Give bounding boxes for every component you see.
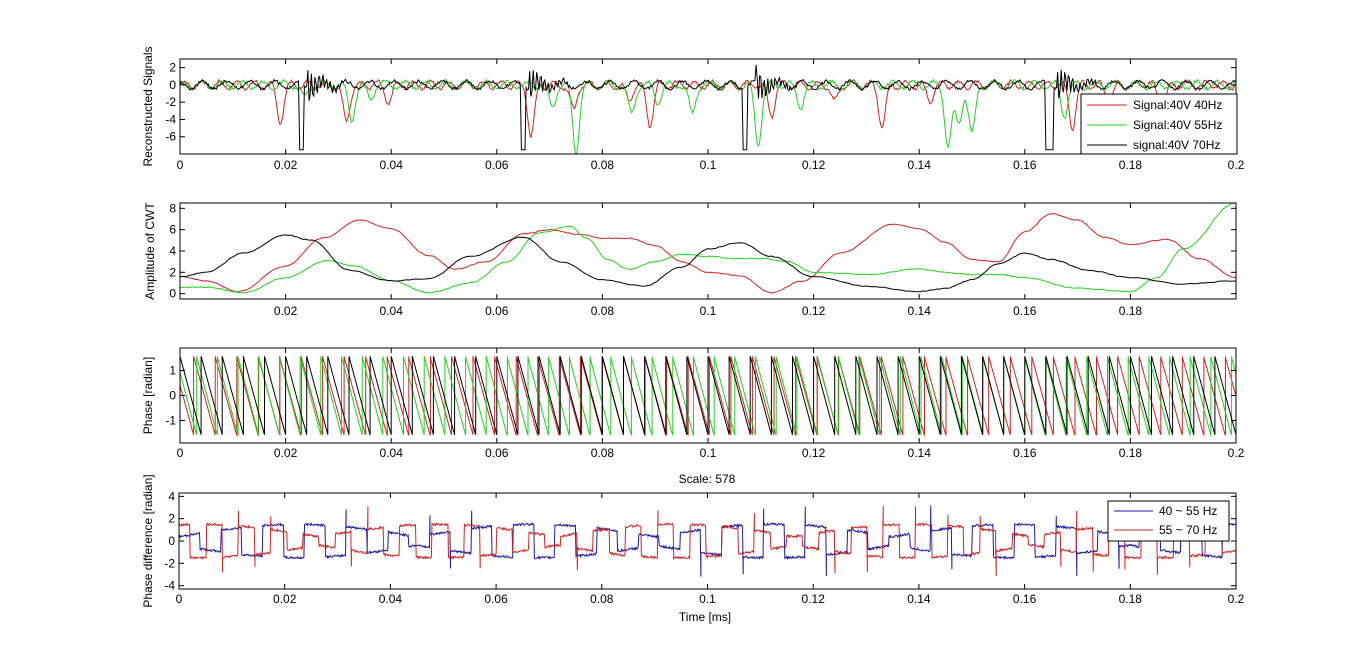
y-tick-label: 1	[169, 364, 176, 378]
x-tick-label: 0	[177, 158, 184, 172]
series-line-40v-70hz	[180, 234, 1236, 293]
legend-label-40-55: 40 ~ 55 Hz	[1159, 504, 1217, 518]
x-tick-label: 0.02	[274, 446, 298, 460]
x-tick-label: 0.12	[802, 446, 826, 460]
series-line-40v-40hz	[180, 213, 1236, 294]
x-tick-label: 0.14	[908, 304, 932, 318]
x-tick-label: 0.12	[802, 158, 826, 172]
x-tick-label: 0.06	[485, 446, 509, 460]
x-tick-label: 0.08	[590, 592, 614, 606]
x-tick-label: 0.08	[591, 158, 615, 172]
plot-area	[179, 505, 1236, 577]
x-tick-label: 0.2	[1228, 446, 1245, 460]
x-tick-label: 0.16	[1013, 592, 1037, 606]
x-tick-label: 0.14	[908, 158, 932, 172]
x-tick-label: 0.08	[591, 446, 615, 460]
x-tick-label: 0.1	[700, 446, 717, 460]
plot-area	[180, 356, 1236, 437]
legend-box	[1107, 500, 1230, 542]
y-tick-label: 8	[169, 201, 176, 215]
y-tick-label: -2	[165, 95, 176, 109]
x-tick-label: 0.18	[1119, 158, 1143, 172]
x-tick-label: 0.14	[908, 446, 932, 460]
panel-reconstructed-signals: 0 0.02 0.04 0.06 0.08 0.1 0.12 0.14 0.16 0.18 0.2 -…	[141, 46, 1245, 172]
x-tick-label: 0.02	[273, 592, 297, 606]
legend-label-40hz: Signal:40V 40Hz	[1133, 98, 1222, 112]
x-tick-label: 0.04	[380, 446, 404, 460]
x-tick-label: 0.1	[700, 158, 717, 172]
y-tick-label: -1	[165, 414, 176, 428]
y-tick-label: -4	[165, 112, 176, 126]
axes-frame	[179, 58, 1237, 155]
y-tick-label: 4	[169, 244, 176, 258]
y-tick-label: 0	[169, 78, 176, 92]
axes-frame	[178, 492, 1237, 590]
y-tick-label: 4	[168, 489, 175, 503]
series-line-55-70-hz	[179, 505, 1236, 577]
scale-title: Scale: 578	[679, 472, 736, 486]
x-tick-label: 0.06	[485, 304, 509, 318]
y-tick-label: 0	[169, 389, 176, 403]
x-tick-label: 0.2	[1228, 158, 1245, 172]
x-tick-label: 0.18	[1119, 592, 1143, 606]
axes-frame	[179, 202, 1237, 300]
x-tick-label: 0.04	[380, 304, 404, 318]
series-line-40v-70hz	[180, 356, 1236, 435]
x-tick-label: 0	[177, 446, 184, 460]
series-line-signal-40v-70hz	[180, 64, 1236, 151]
y-tick-label: 0	[169, 287, 176, 301]
plot-area	[180, 64, 1236, 154]
y-tick-label: -6	[165, 130, 176, 144]
y-tick-label: 2	[168, 512, 175, 526]
y-tick-label: -4	[164, 579, 175, 593]
legend-signals: Signal:40V 40Hz Signal:40V 55Hz signal:4…	[1080, 93, 1238, 155]
y-axis-label: Phase difference [radian]	[141, 474, 155, 607]
y-tick-label: 0	[168, 534, 175, 548]
y-tick-label: -2	[164, 556, 175, 570]
y-tick-label: 2	[169, 61, 176, 75]
y-tick-label: 2	[169, 265, 176, 279]
legend-label-70hz: signal:40V 70Hz	[1133, 138, 1220, 152]
x-tick-label: 0.04	[379, 592, 403, 606]
x-tick-label: 0.06	[485, 158, 509, 172]
x-tick-label: 0.16	[1013, 446, 1037, 460]
x-tick-label: 0.04	[380, 158, 404, 172]
x-tick-label: 0.2	[1228, 592, 1245, 606]
x-tick-label: 0.12	[802, 592, 826, 606]
legend-phase-diff: 40 ~ 55 Hz 55 ~ 70 Hz	[1107, 500, 1230, 542]
y-tick-label: 6	[169, 223, 176, 237]
series-line-40v-55hz	[180, 203, 1236, 294]
y-axis-label: Reconstructed Signals	[141, 46, 155, 166]
legend-label-55-70: 55 ~ 70 Hz	[1159, 523, 1217, 537]
x-tick-label: 0.02	[274, 304, 298, 318]
panel-phase: 0 0.02 0.04 0.06 0.08 0.1 0.12 0.14 0.16 0.18 0.2 -…	[141, 347, 1245, 460]
x-tick-label: 0.06	[484, 592, 508, 606]
y-axis-label: Phase [radian]	[141, 357, 155, 434]
x-tick-label: 0.14	[907, 592, 931, 606]
legend-label-55hz: Signal:40V 55Hz	[1133, 118, 1222, 132]
panel-phase-difference: 0 0.02 0.04 0.06 0.08 0.1 0.12 0.14 0.16 0.18 0.2 -…	[141, 474, 1245, 607]
legend-box	[1080, 93, 1238, 155]
x-tick-label: 0.12	[802, 304, 826, 318]
x-tick-label: 0	[176, 592, 183, 606]
x-axis-label-time: Time [ms]	[679, 610, 731, 624]
plot-area	[180, 203, 1236, 294]
x-tick-label: 0.16	[1013, 304, 1037, 318]
x-tick-label: 0.18	[1119, 304, 1143, 318]
x-tick-label: 0.02	[274, 158, 298, 172]
x-tick-label: 0.08	[591, 304, 615, 318]
x-tick-label: 0.18	[1119, 446, 1143, 460]
x-tick-label: 0.16	[1013, 158, 1037, 172]
x-tick-label: 0.1	[700, 304, 717, 318]
panel-amplitude-cwt: 0.02 0.04 0.06 0.08 0.1 0.12 0.14 0.16 0.18 0 2 4 6 8…	[143, 201, 1237, 318]
y-axis-label: Amplitude of CWT	[143, 202, 157, 300]
x-tick-label: 0.1	[699, 592, 716, 606]
series-line-40-55-hz	[179, 505, 1236, 577]
